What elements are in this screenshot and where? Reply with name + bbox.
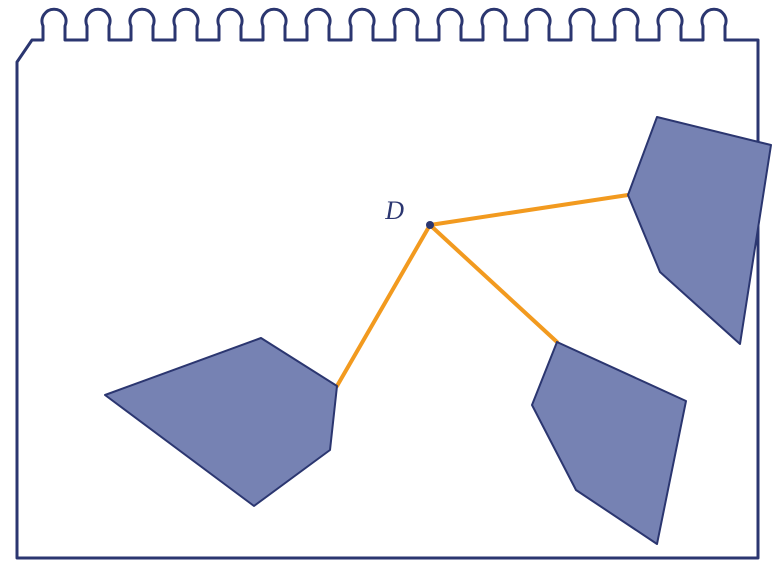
center-point (426, 221, 434, 229)
rotation-line (337, 225, 430, 386)
point-label: D (384, 196, 404, 225)
rotation-line (430, 225, 557, 342)
kite-left (105, 338, 337, 506)
kite-bottom-right (532, 342, 686, 544)
diagram-canvas: D (0, 0, 772, 564)
kite-top-right (628, 117, 771, 344)
rotation-line (430, 195, 628, 225)
